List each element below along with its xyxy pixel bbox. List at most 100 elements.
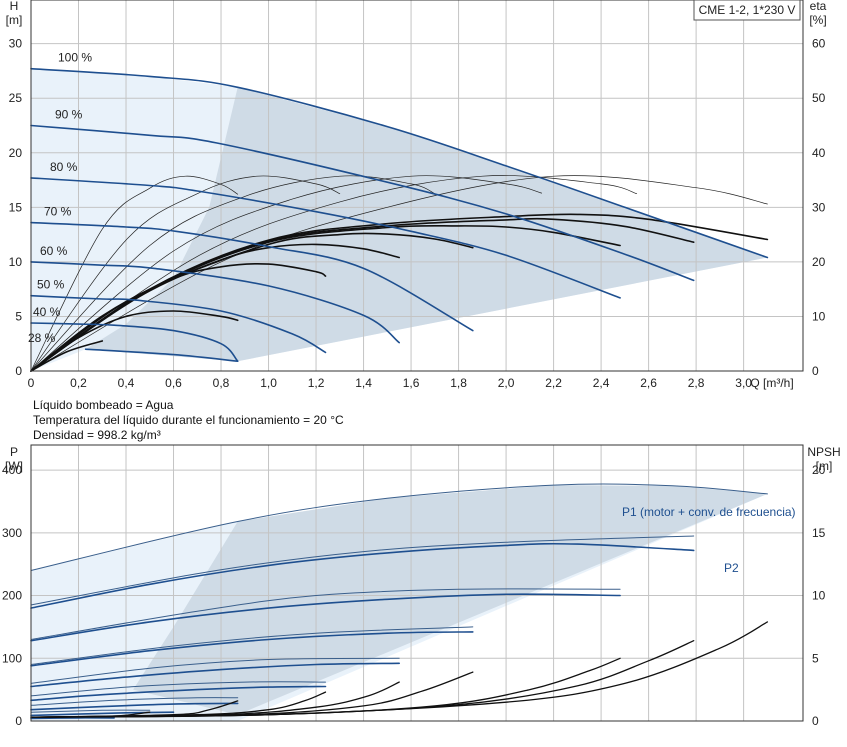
p2-curve xyxy=(30,702,239,711)
p2-curve xyxy=(30,631,474,667)
y-axis-title-right-unit: [%] xyxy=(809,13,826,27)
y-axis-title-left: P xyxy=(10,445,18,459)
x-tick-label: 3,0 xyxy=(735,376,752,390)
y-axis-title-right-unit: [m] xyxy=(816,459,833,473)
head-curve xyxy=(30,124,695,282)
speed-label: 90 % xyxy=(55,107,83,121)
p1-annotation: P1 (motor + conv. de frecuencia) xyxy=(622,505,796,519)
eta-thin-curve xyxy=(30,175,543,372)
speed-label: 60 % xyxy=(40,244,68,258)
fluid-line-3: Densidad = 998.2 kg/m³ xyxy=(33,428,161,442)
y-tick-label-right: 40 xyxy=(812,146,826,160)
x-tick-label: 1,4 xyxy=(355,376,372,390)
x-tick-label: 0 xyxy=(28,376,35,390)
y-tick-label-left: 30 xyxy=(9,37,23,51)
y-tick-label-left: 100 xyxy=(2,651,22,665)
fluid-line-2: Temperatura del líquido durante el funci… xyxy=(33,413,344,427)
y-tick-label-left: 300 xyxy=(2,526,22,540)
y-tick-label-right: 60 xyxy=(812,37,826,51)
head-curve xyxy=(84,348,239,362)
p1-curve xyxy=(30,535,695,606)
p2-curve xyxy=(30,662,400,688)
head-curve xyxy=(30,177,621,299)
speed-label: 70 % xyxy=(44,205,72,219)
p2-annotation: P2 xyxy=(724,561,739,575)
y-axis-title-left-unit: [m] xyxy=(6,13,23,27)
y-axis-title-left: H xyxy=(10,0,19,13)
p2-curve xyxy=(30,593,621,642)
x-tick-label: 0,6 xyxy=(165,376,182,390)
speed-label: 100 % xyxy=(58,51,92,65)
y-tick-label-left: 25 xyxy=(9,91,23,105)
x-axis-label: Q [m³/h] xyxy=(750,376,793,390)
y-tick-label-left: 10 xyxy=(9,255,23,269)
p2-curve xyxy=(30,711,175,717)
y-tick-label-right: 20 xyxy=(812,463,826,477)
x-tick-label: 0,4 xyxy=(118,376,135,390)
power-range-area xyxy=(133,485,768,715)
speed-label: 50 % xyxy=(37,278,65,292)
x-tick-label: 1,6 xyxy=(403,376,420,390)
x-tick-label: 0,2 xyxy=(70,376,87,390)
y-tick-label-left: 15 xyxy=(9,200,23,214)
chart-title: CME 1-2, 1*230 V xyxy=(699,3,796,17)
y-tick-label-left: 0 xyxy=(15,364,22,378)
x-tick-label: 2,0 xyxy=(498,376,515,390)
y-tick-label-right: 5 xyxy=(812,651,819,665)
chart-title-box xyxy=(693,0,801,21)
y-tick-label-right: 50 xyxy=(812,91,826,105)
p1-curve xyxy=(30,709,151,713)
y-tick-label-right: 0 xyxy=(812,364,819,378)
p2-curve xyxy=(30,542,695,609)
p2-curve xyxy=(30,685,327,702)
y-tick-label-left: 200 xyxy=(2,589,22,603)
head-curve xyxy=(30,221,474,332)
y-axis-title-left-unit: [W] xyxy=(5,459,23,473)
speed-label: 28 % xyxy=(28,331,56,345)
p1-curve xyxy=(30,588,621,640)
x-tick-label: 2,4 xyxy=(593,376,610,390)
x-tick-label: 1,8 xyxy=(450,376,467,390)
x-tick-label: 0,8 xyxy=(213,376,230,390)
p2-curve xyxy=(30,717,115,720)
fluid-line-1: Líquido bombeado = Agua xyxy=(33,398,174,412)
y-tick-label-left: 0 xyxy=(15,714,22,728)
p1-curve xyxy=(30,657,400,684)
top-plot-frame xyxy=(30,0,804,372)
x-tick-label: 2,2 xyxy=(545,376,562,390)
head-curve xyxy=(30,67,769,259)
head-curve xyxy=(30,294,327,354)
x-tick-label: 2,8 xyxy=(688,376,705,390)
y-tick-label-right: 10 xyxy=(812,309,826,323)
eta-thin-curve xyxy=(30,175,638,372)
eta-curve xyxy=(30,262,327,372)
x-tick-label: 1,2 xyxy=(308,376,325,390)
p1-curve xyxy=(30,681,326,697)
y-tick-label-right: 10 xyxy=(812,589,826,603)
eta-curve xyxy=(30,340,104,372)
y-tick-label-right: 20 xyxy=(812,255,826,269)
p1-curve xyxy=(30,697,239,706)
p1-curve xyxy=(30,483,768,571)
y-axis-title-right: eta xyxy=(810,0,827,13)
bottom-plot-frame xyxy=(30,444,804,722)
x-tick-label: 1,0 xyxy=(260,376,277,390)
speed-label: 80 % xyxy=(50,160,78,174)
operating-range-area xyxy=(85,87,768,362)
y-tick-label-right: 0 xyxy=(812,714,819,728)
eta-thin-curve xyxy=(30,175,768,372)
head-curve xyxy=(30,261,400,344)
speed-label: 40 % xyxy=(33,305,61,319)
eta-thin-curve xyxy=(30,175,436,372)
head-curve xyxy=(30,322,239,362)
y-tick-label-left: 20 xyxy=(9,146,23,160)
npsh-curve xyxy=(30,711,151,718)
y-axis-title-right: NPSH xyxy=(807,445,840,459)
p1-curve xyxy=(30,626,474,665)
x-tick-label: 2,6 xyxy=(640,376,657,390)
y-tick-label-right: 30 xyxy=(812,200,826,214)
y-tick-label-left: 400 xyxy=(2,463,22,477)
y-tick-label-left: 5 xyxy=(15,309,22,323)
